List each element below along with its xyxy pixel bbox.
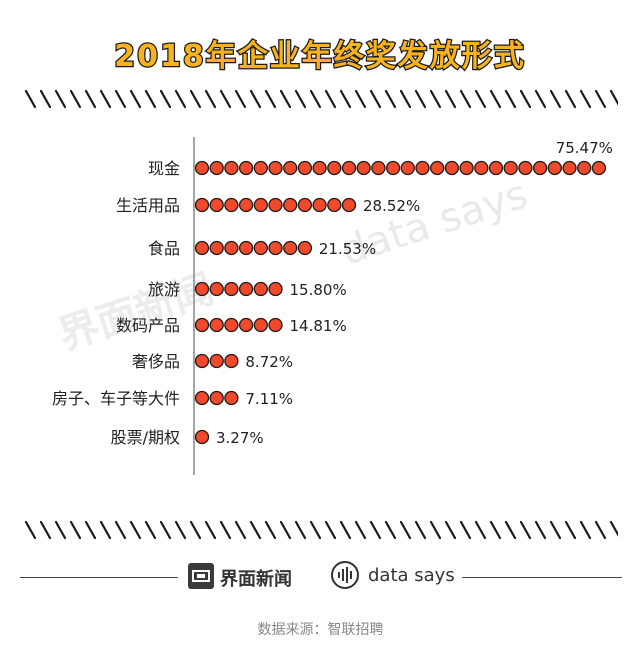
data-dot bbox=[268, 160, 283, 176]
data-dot bbox=[209, 197, 224, 213]
footer-line-left bbox=[20, 577, 178, 578]
data-dot bbox=[444, 160, 460, 176]
data-dot bbox=[327, 197, 342, 213]
data-dot bbox=[224, 281, 239, 297]
value-label: 3.27% bbox=[216, 429, 264, 447]
data-source: 数据来源：智联招聘 bbox=[257, 622, 384, 638]
value-label: 15.80% bbox=[290, 281, 347, 299]
data-dot bbox=[224, 390, 239, 406]
jiemian-logo-icon bbox=[188, 563, 214, 589]
data-dot bbox=[415, 160, 430, 176]
data-dot bbox=[209, 240, 224, 256]
data-dot bbox=[194, 390, 210, 406]
data-dot bbox=[194, 281, 210, 297]
data-dot bbox=[209, 390, 224, 406]
data-dot bbox=[547, 160, 562, 176]
dot-chart: 现金 75.47% 生活用品 28.52% 食品 21.53% 旅游 15.80% 数码产品 14… bbox=[52, 137, 613, 475]
data-dot bbox=[194, 317, 210, 333]
data-dot bbox=[224, 317, 239, 333]
value-label: 7.11% bbox=[245, 390, 293, 408]
data-dot bbox=[283, 240, 298, 256]
value-label: 8.72% bbox=[245, 353, 293, 371]
data-dot bbox=[224, 353, 239, 369]
value-label: 28.52% bbox=[363, 197, 420, 215]
data-dot bbox=[209, 353, 224, 369]
data-dot bbox=[224, 197, 239, 213]
category-label: 股票/期权 bbox=[111, 428, 180, 447]
value-label: 14.81% bbox=[290, 317, 347, 335]
data-dot bbox=[268, 240, 283, 256]
data-dot bbox=[209, 160, 224, 176]
value-label: 21.53% bbox=[319, 240, 376, 258]
data-dot bbox=[532, 160, 548, 176]
data-dot bbox=[194, 240, 210, 256]
value-label: 75.47% bbox=[556, 139, 613, 157]
footer-brand-jiemian: 界面新闻 bbox=[220, 569, 292, 590]
data-dot bbox=[253, 317, 268, 333]
data-dot bbox=[577, 160, 592, 176]
data-dot bbox=[194, 353, 210, 369]
data-dot bbox=[253, 240, 268, 256]
data-dot bbox=[224, 160, 239, 176]
data-dot bbox=[238, 160, 254, 176]
hatch-divider-bottom bbox=[24, 520, 618, 540]
data-dot bbox=[238, 317, 254, 333]
data-dot bbox=[194, 160, 210, 176]
data-dot bbox=[371, 160, 386, 176]
chart-title: 2018年企业年终奖发放形式 bbox=[113, 38, 526, 76]
data-dot bbox=[194, 429, 210, 445]
data-dot bbox=[459, 160, 474, 176]
data-dot bbox=[488, 160, 504, 176]
category-label: 房子、车子等大件 bbox=[52, 389, 180, 408]
data-dot bbox=[268, 281, 283, 297]
data-dot bbox=[194, 197, 210, 213]
data-dot bbox=[253, 197, 268, 213]
data-dot bbox=[209, 281, 224, 297]
data-dot bbox=[253, 160, 268, 176]
data-dot bbox=[327, 160, 342, 176]
data-dot bbox=[503, 160, 518, 176]
data-dot bbox=[356, 160, 371, 176]
data-dot bbox=[268, 317, 283, 333]
data-dot bbox=[283, 160, 298, 176]
data-dot bbox=[430, 160, 445, 176]
footer-brand-datasays: data says bbox=[368, 565, 455, 586]
data-dot bbox=[341, 160, 357, 176]
data-dot bbox=[297, 197, 313, 213]
category-label: 数码产品 bbox=[116, 316, 180, 335]
data-dot bbox=[253, 281, 268, 297]
category-label: 食品 bbox=[148, 239, 180, 258]
data-dot bbox=[400, 160, 415, 176]
datasays-logo-icon bbox=[331, 561, 359, 589]
data-dot bbox=[312, 197, 327, 213]
data-dot bbox=[518, 160, 533, 176]
hatch-divider-top bbox=[24, 89, 618, 109]
data-dot bbox=[385, 160, 401, 176]
category-label: 生活用品 bbox=[116, 196, 180, 215]
data-dot bbox=[297, 240, 313, 256]
data-dot bbox=[562, 160, 577, 176]
data-dot bbox=[341, 197, 357, 213]
data-dot bbox=[224, 240, 239, 256]
data-dot bbox=[283, 197, 298, 213]
footer-line-right bbox=[462, 577, 622, 578]
data-dot bbox=[238, 281, 254, 297]
data-dot bbox=[474, 160, 489, 176]
category-label: 奢侈品 bbox=[132, 352, 180, 371]
data-dot bbox=[209, 317, 224, 333]
data-dot bbox=[268, 197, 283, 213]
data-dot bbox=[238, 240, 254, 256]
chart-title-text: 2018年企业年终奖发放形式 bbox=[114, 39, 526, 74]
data-dot bbox=[591, 160, 607, 176]
category-label: 旅游 bbox=[148, 280, 180, 299]
data-dot bbox=[312, 160, 327, 176]
data-dot bbox=[297, 160, 313, 176]
data-dot bbox=[238, 197, 254, 213]
category-label: 现金 bbox=[148, 159, 180, 178]
